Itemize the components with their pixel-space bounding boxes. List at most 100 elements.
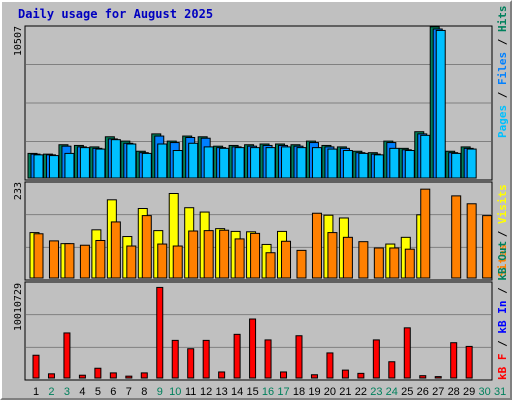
bottom-bar-kb-f-day-2 [47,373,55,379]
top-bar-pages-day-2 [48,155,59,179]
middle-legend-part-2: Visits [496,184,509,224]
x-tick-day-28: 28 [448,386,460,398]
x-tick-day-31: 31 [494,386,506,398]
bottom-legend: kB F / kB In / kB Out [496,241,509,380]
x-tick-day-26: 26 [417,386,429,398]
top-bar-pages-day-7 [126,143,137,179]
x-tick-day-15: 15 [246,386,258,398]
bottom-bar-kb-f-day-21 [341,369,349,379]
x-tick-day-19: 19 [308,386,320,398]
top-bar-pages-day-6 [110,139,121,179]
top-bar-pages-day-3 [64,152,75,179]
x-tick-day-18: 18 [293,386,305,398]
top-bar-pages-day-22 [358,152,369,179]
x-tick-day-14: 14 [231,386,243,398]
top-bar-pages-day-23 [373,154,384,179]
top-bar-pages-day-5 [95,148,106,179]
bottom-bar-kb-f-day-1 [32,354,40,379]
middle-legend: Sites / Visits [496,184,509,277]
top-bar-pages-day-27 [435,29,446,179]
bottom-bar-kb-f-day-8 [140,372,148,379]
x-tick-day-11: 11 [185,386,196,398]
bottom-bar-kb-f-day-20 [326,352,334,379]
bottom-bar-kb-f-day-13 [218,371,226,379]
middle-bar-sites-day-30 [482,215,493,279]
bottom-bar-kb-f-day-18 [295,335,303,379]
top-bar-pages-day-14 [234,147,245,179]
x-tick-day-23: 23 [370,386,382,398]
bottom-bar-kb-f-day-15 [249,318,257,379]
x-tick-day-29: 29 [463,386,475,398]
top-legend: Pages / Files / Hits [496,6,509,139]
middle-bar-sites-day-18 [296,249,307,279]
top-bar-pages-day-1 [33,154,44,179]
x-tick-day-5: 5 [95,386,101,398]
bottom-bar-kb-f-day-10 [171,339,179,379]
bottom-ymax-label: 10010729 [13,283,24,331]
bottom-legend-part-4: kB Out [496,241,509,281]
top-bar-pages-day-21 [342,150,353,179]
top-bar-pages-day-12 [203,146,214,179]
top-ymax-label: 10507 [13,26,24,56]
x-tick-day-1: 1 [33,386,39,398]
middle-bar-sites-day-3 [64,243,75,279]
middle-bar-sites-day-6 [110,221,121,279]
top-bar-pages-day-8 [141,152,152,179]
middle-bar-sites-day-25 [404,248,415,279]
top-bar-pages-day-4 [79,147,90,179]
top-bar-pages-day-18 [296,147,307,179]
x-tick-day-16: 16 [262,386,274,398]
top-bar-pages-day-11 [188,142,199,179]
top-legend-part-0: Pages [496,105,509,138]
top-bar-pages-day-26 [420,134,431,179]
middle-bar-sites-day-26 [420,188,431,279]
top-bar-pages-day-16 [265,147,276,179]
bottom-bar-kb-f-day-25 [403,327,411,379]
x-tick-day-7: 7 [126,386,132,398]
bottom-legend-part-0: kB F [496,354,509,381]
bottom-bar-kb-f-day-12 [202,339,210,379]
bottom-bar-kb-f-day-5 [94,367,102,379]
x-tick-day-27: 27 [432,386,444,398]
middle-bar-sites-day-13 [219,229,230,279]
bottom-bar-kb-f-day-17 [280,371,288,379]
top-legend-part-1: / [496,85,509,105]
x-tick-day-20: 20 [324,386,336,398]
x-tick-day-12: 12 [200,386,212,398]
middle-bar-sites-day-2 [48,240,59,279]
middle-ymax-label: 233 [13,182,24,200]
middle-bar-sites-day-5 [95,239,106,279]
middle-bar-sites-day-8 [141,215,152,279]
x-tick-day-3: 3 [64,386,70,398]
middle-bar-sites-day-14 [234,238,245,279]
x-tick-day-10: 10 [169,386,181,398]
top-legend-part-4: Hits [496,6,509,33]
bottom-bar-kb-f-day-29 [465,345,473,379]
middle-bar-sites-day-15 [250,232,261,279]
middle-bar-sites-day-7 [126,245,137,279]
middle-bar-sites-day-28 [451,195,462,279]
x-tick-day-24: 24 [386,386,398,398]
middle-bar-sites-day-22 [358,241,369,279]
middle-bar-sites-day-19 [311,212,322,279]
chart-title: Daily usage for August 2025 [18,7,214,21]
x-tick-day-2: 2 [48,386,54,398]
bottom-panel-box [24,281,493,381]
x-tick-day-9: 9 [157,386,163,398]
middle-bar-sites-day-21 [342,236,353,279]
x-tick-day-30: 30 [479,386,491,398]
bottom-bar-kb-f-day-3 [63,332,71,379]
bottom-bar-kb-f-day-28 [450,342,458,379]
bottom-bar-kb-f-day-6 [109,372,117,379]
top-bar-pages-day-17 [281,146,292,179]
top-bar-pages-day-28 [451,152,462,179]
bottom-bar-kb-f-day-22 [357,372,365,379]
bottom-bar-kb-f-day-7 [125,375,133,379]
top-bar-pages-day-15 [250,147,261,179]
middle-bar-sites-day-23 [373,247,384,279]
x-tick-day-25: 25 [401,386,413,398]
middle-bar-sites-day-17 [281,240,292,279]
bottom-bar-kb-f-day-27 [434,376,442,379]
